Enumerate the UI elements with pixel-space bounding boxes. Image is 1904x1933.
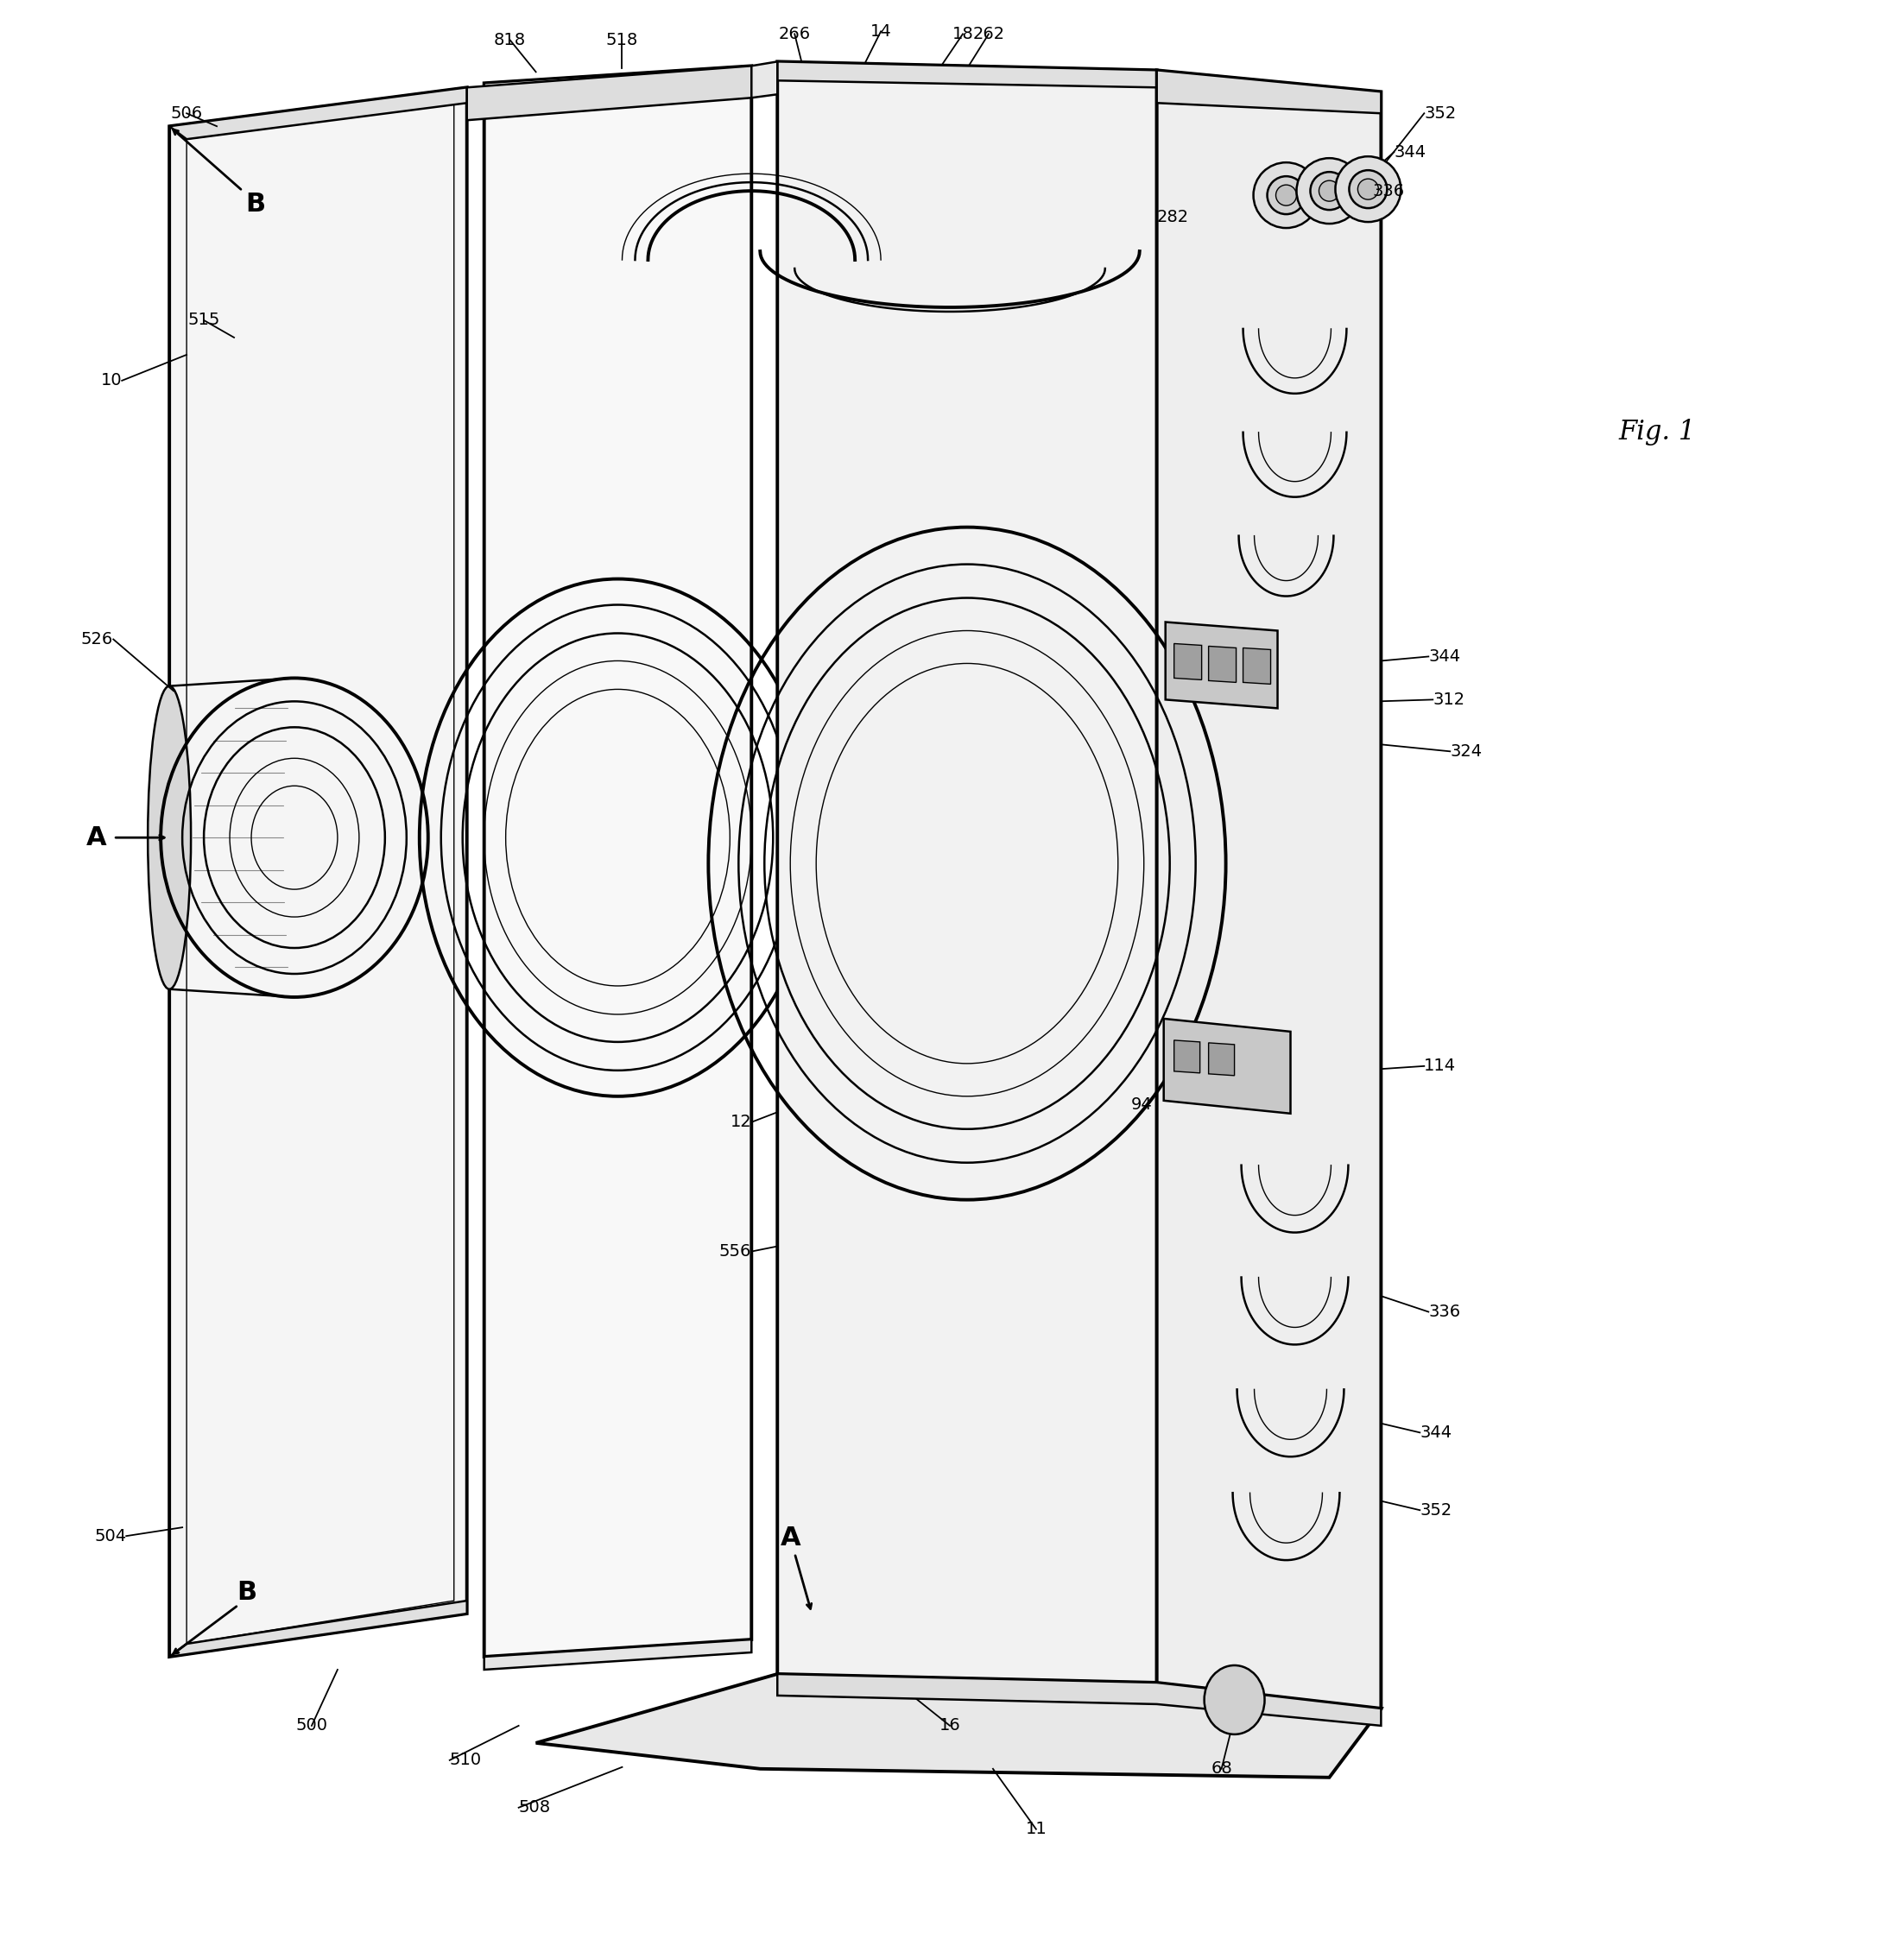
Ellipse shape [1350,170,1388,209]
Text: 556: 556 [720,1243,752,1260]
Ellipse shape [1297,159,1361,224]
Polygon shape [1209,646,1236,682]
Text: 94: 94 [1131,1096,1152,1113]
Text: 344: 344 [1394,143,1426,160]
Text: B: B [236,1579,257,1604]
Text: 352: 352 [1424,104,1457,122]
Text: Fig. 1: Fig. 1 [1618,419,1696,447]
Text: 504: 504 [93,1527,126,1544]
Text: 282: 282 [1158,209,1188,224]
Text: 336: 336 [1428,1303,1460,1320]
Polygon shape [777,1674,1380,1726]
Text: 818: 818 [493,31,526,48]
Polygon shape [1175,1040,1200,1073]
Polygon shape [1165,622,1278,707]
Text: 344: 344 [1428,648,1460,665]
Ellipse shape [149,686,190,990]
Polygon shape [1163,1019,1291,1113]
Ellipse shape [1335,157,1401,222]
Text: 324: 324 [1451,742,1481,760]
Polygon shape [1209,1042,1234,1075]
Text: 506: 506 [171,104,202,122]
Text: 508: 508 [518,1800,550,1815]
Text: 114: 114 [1424,1057,1457,1075]
Polygon shape [1175,644,1201,680]
Ellipse shape [1310,172,1348,211]
Text: B: B [246,191,265,216]
Text: 266: 266 [779,25,811,43]
Polygon shape [1158,70,1380,114]
Ellipse shape [1276,186,1297,205]
Polygon shape [169,87,466,139]
Text: 262: 262 [973,25,1005,43]
Polygon shape [1158,70,1380,1709]
Ellipse shape [1358,180,1378,199]
Ellipse shape [1253,162,1319,228]
Text: 11: 11 [1026,1821,1047,1838]
Polygon shape [484,66,752,97]
Ellipse shape [1319,180,1340,201]
Text: 510: 510 [449,1751,482,1769]
Text: 336: 336 [1373,184,1405,199]
Text: 500: 500 [295,1718,327,1734]
Polygon shape [484,66,752,1657]
Polygon shape [777,62,1158,1682]
Polygon shape [535,1674,1380,1778]
Text: 344: 344 [1420,1425,1453,1440]
Text: 12: 12 [729,1113,752,1131]
Text: 18: 18 [952,25,973,43]
Ellipse shape [1203,1666,1264,1734]
Text: 16: 16 [939,1718,960,1734]
Polygon shape [466,66,752,120]
Polygon shape [752,62,777,99]
Polygon shape [484,1639,752,1670]
Text: A: A [86,825,107,851]
Ellipse shape [1268,176,1304,215]
Text: 312: 312 [1434,692,1464,707]
Text: 10: 10 [101,373,122,389]
Text: 526: 526 [82,630,114,648]
Text: 68: 68 [1211,1761,1232,1776]
Polygon shape [777,62,1158,87]
Polygon shape [169,1601,466,1657]
Text: 14: 14 [870,23,891,39]
Polygon shape [1243,648,1270,684]
Text: 515: 515 [188,311,221,329]
Text: A: A [781,1525,800,1550]
Polygon shape [169,87,466,1657]
Text: 352: 352 [1420,1502,1453,1517]
Text: 518: 518 [605,31,638,48]
